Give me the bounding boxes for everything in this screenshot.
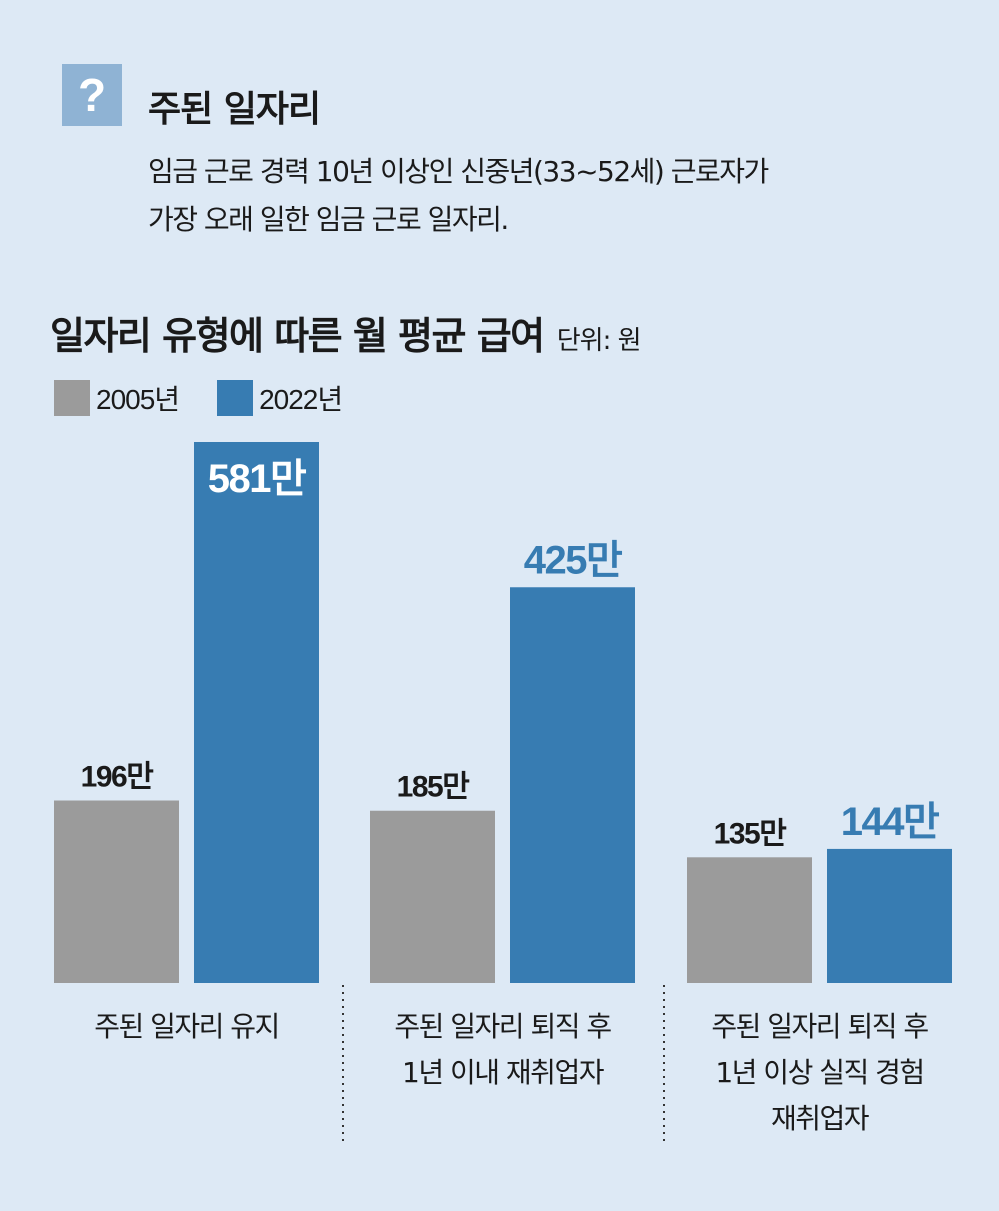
definition-title: 주된 일자리 bbox=[148, 89, 321, 130]
definition-line-2: 가장 오래 일한 임금 근로 일자리. bbox=[148, 203, 509, 236]
bar-value-label-2022-group-3: 144만 bbox=[841, 800, 940, 844]
legend-label-2022: 2022년 bbox=[259, 384, 343, 415]
legend-item-2005: 2005년 bbox=[54, 378, 180, 418]
category-label-1-line-1: 주된 일자리 유지 bbox=[94, 1010, 279, 1043]
bar-2005-group-1 bbox=[54, 800, 179, 983]
bar-value-label-2005-group-2: 185만 bbox=[397, 771, 471, 804]
bar-2005-group-3 bbox=[687, 857, 812, 983]
legend: 2005년 2022년 bbox=[54, 378, 380, 418]
chart-header: 일자리 유형에 따른 월 평균 급여 단위: 원 bbox=[50, 305, 642, 360]
legend-swatch-2005 bbox=[54, 380, 90, 416]
definition-text: 임금 근로 경력 10년 이상인 신중년(33~52세) 근로자가 가장 오래 … bbox=[148, 148, 948, 244]
bar-value-label-2005-group-1: 196만 bbox=[81, 760, 155, 793]
unit-label: 단위: 원 bbox=[556, 326, 642, 356]
bar-2005-group-2 bbox=[370, 810, 495, 983]
bar-value-label-2022-group-1: 581만 bbox=[208, 457, 307, 501]
category-label-2-line-1: 주된 일자리 퇴직 후 bbox=[394, 1010, 611, 1043]
legend-label-2005: 2005년 bbox=[96, 384, 180, 415]
definition-line-1: 임금 근로 경력 10년 이상인 신중년(33~52세) 근로자가 bbox=[148, 155, 769, 188]
category-label-3-line-3: 재취업자 bbox=[771, 1102, 869, 1135]
question-mark-icon: ? bbox=[62, 64, 122, 126]
bar-2022-group-2 bbox=[510, 587, 635, 983]
category-label-3-line-2: 1년 이상 실직 경험 bbox=[715, 1056, 923, 1089]
bar-2022-group-1 bbox=[194, 442, 319, 983]
category-label-3-line-1: 주된 일자리 퇴직 후 bbox=[711, 1010, 928, 1043]
chart-title: 일자리 유형에 따른 월 평균 급여 bbox=[50, 314, 545, 358]
legend-swatch-2022 bbox=[217, 380, 254, 416]
bar-2022-group-3 bbox=[827, 848, 952, 983]
legend-item-2022: 2022년 bbox=[217, 378, 343, 418]
category-label-2-line-2: 1년 이내 재취업자 bbox=[402, 1056, 604, 1089]
bar-value-label-2005-group-3: 135만 bbox=[714, 817, 788, 850]
bar-value-label-2022-group-2: 425만 bbox=[524, 538, 623, 582]
